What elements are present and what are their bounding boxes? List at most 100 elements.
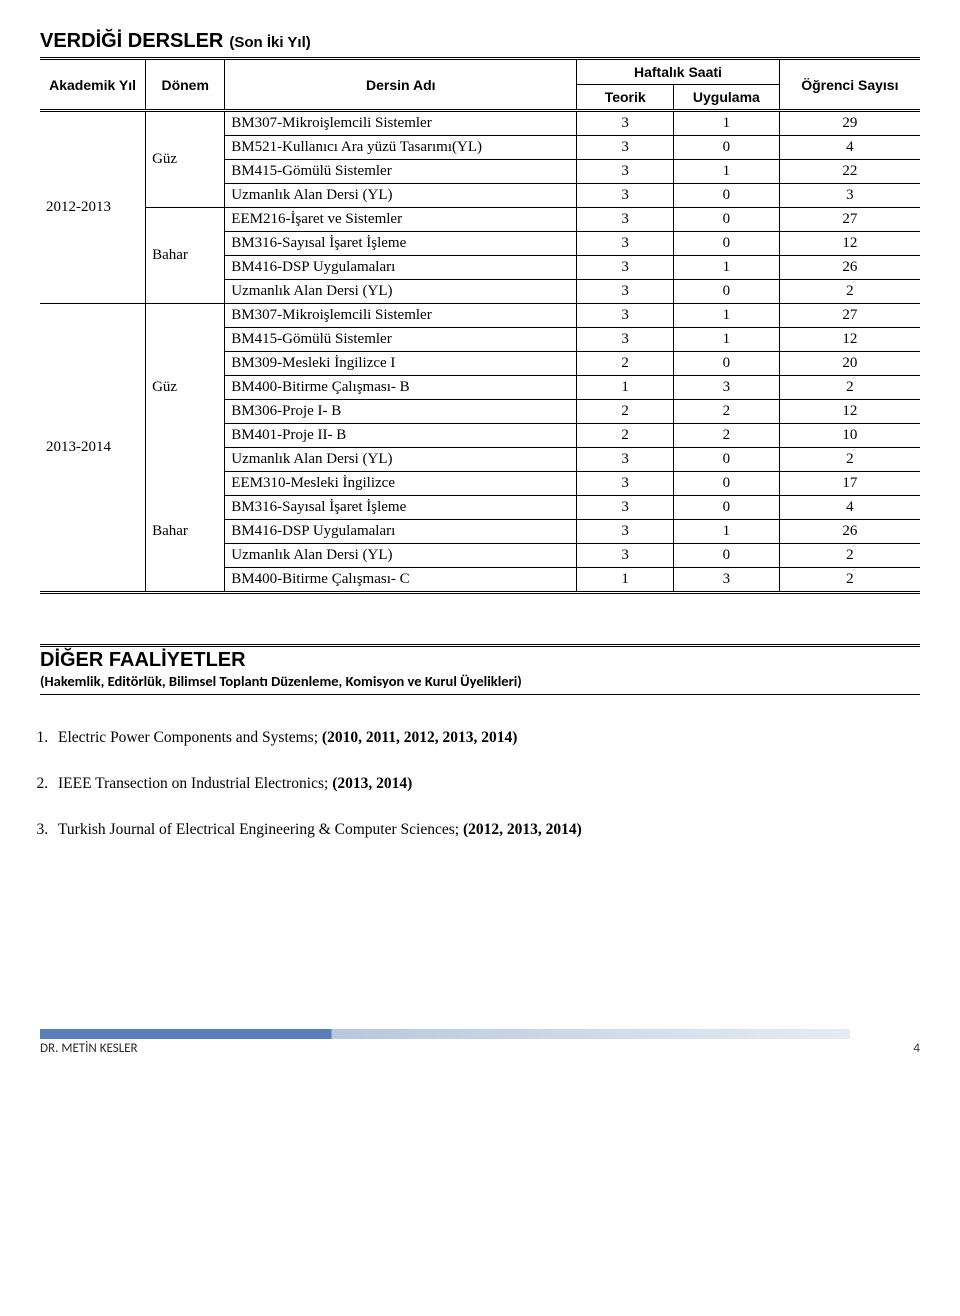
section-subtitle-other: (Hakemlik, Editörlük, Bilimsel Toplantı … [40, 672, 920, 695]
table-row: 26 [779, 256, 920, 280]
th-year: Akademik Yıl [40, 59, 146, 111]
section-title-other: DİĞER FAALİYETLER [40, 649, 920, 672]
table-row: 2 [674, 400, 780, 424]
table-row: 3 [577, 520, 674, 544]
table-row: 0 [674, 280, 780, 304]
table-row: BM416-DSP Uygulamaları [225, 256, 577, 280]
table-row: 3 [577, 448, 674, 472]
table-row: BM306-Proje I- B [225, 400, 577, 424]
table-row: 17 [779, 472, 920, 496]
cell-sem-bahar-2: Bahar [146, 472, 225, 593]
table-row: 29 [779, 111, 920, 136]
table-row: 27 [779, 304, 920, 328]
table-row: 0 [674, 208, 780, 232]
table-row: 0 [674, 448, 780, 472]
table-row: 3 [577, 544, 674, 568]
table-row: Uzmanlık Alan Dersi (YL) [225, 448, 577, 472]
table-row: 2 [577, 424, 674, 448]
activities-list: Electric Power Components and Systems; (… [52, 729, 920, 839]
courses-table: Akademik Yıl Dönem Dersin Adı Haftalık S… [40, 57, 920, 594]
table-row: BM416-DSP Uygulamaları [225, 520, 577, 544]
table-row: 2 [577, 352, 674, 376]
table-row: 4 [779, 496, 920, 520]
table-row: 3 [577, 328, 674, 352]
table-row: 10 [779, 424, 920, 448]
other-activities-section: DİĞER FAALİYETLER (Hakemlik, Editörlük, … [40, 644, 920, 839]
table-row: 3 [577, 256, 674, 280]
cell-sem-guz-1: Güz [146, 111, 225, 208]
table-row: Uzmanlık Alan Dersi (YL) [225, 544, 577, 568]
table-row: BM307-Mikroişlemcili Sistemler [225, 111, 577, 136]
table-row: BM307-Mikroişlemcili Sistemler [225, 304, 577, 328]
footer-page-number: 4 [893, 1041, 920, 1056]
table-row: 2 [779, 376, 920, 400]
table-row: 3 [577, 280, 674, 304]
table-row: 0 [674, 496, 780, 520]
table-row: 27 [779, 208, 920, 232]
table-row: 1 [674, 160, 780, 184]
table-row: Uzmanlık Alan Dersi (YL) [225, 280, 577, 304]
table-row: 2 [779, 448, 920, 472]
table-row: 3 [674, 376, 780, 400]
footer-author: DR. METİN KESLER [40, 1041, 850, 1056]
table-row: BM316-Sayısal İşaret İşleme [225, 496, 577, 520]
page-footer: DR. METİN KESLER 4 [40, 1029, 920, 1056]
title-sub: (Son İki Yıl) [229, 34, 310, 51]
table-row: 26 [779, 520, 920, 544]
table-row: BM316-Sayısal İşaret İşleme [225, 232, 577, 256]
th-students: Öğrenci Sayısı [779, 59, 920, 111]
table-row: 3 [577, 136, 674, 160]
table-row: 1 [577, 376, 674, 400]
cell-sem-bahar-1: Bahar [146, 208, 225, 304]
table-row: 2 [779, 280, 920, 304]
table-row: 20 [779, 352, 920, 376]
cell-year-2: 2013-2014 [40, 304, 146, 593]
table-row: 12 [779, 232, 920, 256]
table-row: 0 [674, 472, 780, 496]
list-item: Electric Power Components and Systems; (… [52, 729, 920, 747]
table-row: 4 [779, 136, 920, 160]
table-row: 0 [674, 184, 780, 208]
table-row: 3 [577, 184, 674, 208]
table-row: BM401-Proje II- B [225, 424, 577, 448]
table-row: 2 [779, 568, 920, 593]
table-row: 0 [674, 136, 780, 160]
table-row: 1 [674, 520, 780, 544]
table-row: EEM216-İşaret ve Sistemler [225, 208, 577, 232]
table-row: BM309-Mesleki İngilizce I [225, 352, 577, 376]
table-row: BM415-Gömülü Sistemler [225, 160, 577, 184]
th-theory: Teorik [577, 85, 674, 111]
table-row: BM400-Bitirme Çalışması- C [225, 568, 577, 593]
table-row: 12 [779, 400, 920, 424]
table-row: 1 [674, 256, 780, 280]
table-row: 3 [577, 160, 674, 184]
table-row: 12 [779, 328, 920, 352]
table-row: BM521-Kullanıcı Ara yüzü Tasarımı(YL) [225, 136, 577, 160]
table-row: 3 [577, 111, 674, 136]
table-row: 3 [577, 232, 674, 256]
table-row: 0 [674, 544, 780, 568]
table-row: 3 [779, 184, 920, 208]
table-row: Uzmanlık Alan Dersi (YL) [225, 184, 577, 208]
table-row: 0 [674, 352, 780, 376]
list-item: IEEE Transection on Industrial Electroni… [52, 775, 920, 793]
table-row: 3 [674, 568, 780, 593]
table-row: 2 [577, 400, 674, 424]
section-title-courses: VERDİĞİ DERSLER (Son İki Yıl) [40, 30, 920, 53]
table-row: 3 [577, 472, 674, 496]
table-row: 22 [779, 160, 920, 184]
footer-bar-icon [40, 1029, 850, 1039]
table-row: BM415-Gömülü Sistemler [225, 328, 577, 352]
table-row: 1 [674, 328, 780, 352]
table-row: 3 [577, 496, 674, 520]
table-row: 2 [779, 544, 920, 568]
th-semester: Dönem [146, 59, 225, 111]
th-practice: Uygulama [674, 85, 780, 111]
table-row: 3 [577, 304, 674, 328]
table-row: 0 [674, 232, 780, 256]
table-row: 2 [674, 424, 780, 448]
table-row: 1 [674, 111, 780, 136]
table-row: 1 [577, 568, 674, 593]
table-row: EEM310-Mesleki İngilizce [225, 472, 577, 496]
table-row: 3 [577, 208, 674, 232]
